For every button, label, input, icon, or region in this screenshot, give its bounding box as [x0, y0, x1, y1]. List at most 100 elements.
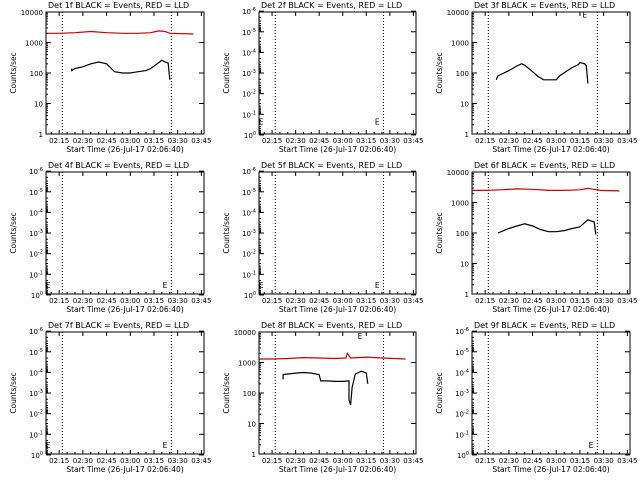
y-tick-label: 10-5	[455, 348, 469, 357]
y-axis-label: Counts/sec	[222, 372, 231, 413]
x-axis-label: Start Time (26-Jul-17 02:06:40)	[66, 305, 183, 314]
x-tick-label: 03:00	[546, 297, 566, 305]
y-tick-label: 10-3	[242, 229, 256, 238]
x-tick-label: 03:45	[617, 137, 637, 145]
y-tick-label: 100	[31, 451, 43, 460]
series-lld-line	[472, 187, 620, 192]
x-tick-label: 02:45	[96, 297, 116, 305]
y-tick-label: 10-6	[455, 327, 469, 336]
panel-title: Det 9f BLACK = Events, RED = LLD	[474, 321, 615, 330]
y-tick-label: 1000	[25, 40, 43, 48]
x-tick-label: 02:45	[522, 457, 542, 465]
y-tick-label: 10	[460, 261, 469, 269]
x-tick-label: 03:15	[144, 137, 164, 145]
panel-title: Det 4f BLACK = Events, RED = LLD	[48, 161, 189, 170]
x-tick-label: 03:30	[594, 297, 614, 305]
e-marker: E	[375, 118, 380, 127]
x-tick-label: 02:15	[262, 137, 282, 145]
y-tick-label: 10000	[21, 9, 43, 17]
y-tick-label: 10-1	[29, 430, 43, 439]
x-tick-label: 03:45	[403, 137, 423, 145]
e-marker: E	[163, 281, 168, 290]
x-tick-label: 02:30	[73, 137, 93, 145]
x-tick-label: 03:00	[546, 137, 566, 145]
x-tick-label: 03:15	[144, 297, 164, 305]
e-marker: E	[259, 118, 264, 127]
y-tick-label: 10-6	[29, 327, 43, 336]
x-tick-label: 02:45	[96, 457, 116, 465]
y-axis-label: Counts/sec	[222, 212, 231, 253]
y-tick-label: 10-4	[29, 208, 43, 217]
panel-title: Det 2f BLACK = Events, RED = LLD	[261, 1, 402, 10]
x-tick-label: 03:30	[168, 137, 188, 145]
panel-title: Det 8f BLACK = Events, RED = LLD	[261, 321, 402, 330]
y-axis-label: Counts/sec	[9, 212, 18, 253]
x-tick-label: 03:15	[570, 457, 590, 465]
x-tick-label: 03:00	[333, 297, 353, 305]
panel-title: Det 3f BLACK = Events, RED = LLD	[474, 1, 615, 10]
x-tick-label: 03:45	[191, 297, 211, 305]
x-tick-label: 02:45	[309, 297, 329, 305]
x-axis-label: Start Time (26-Jul-17 02:06:40)	[279, 465, 396, 474]
y-tick-label: 10-2	[242, 90, 256, 99]
y-tick-label: 10-4	[242, 208, 256, 217]
x-tick-label: 03:15	[570, 137, 590, 145]
e-marker: E	[259, 281, 264, 290]
x-tick-label: 02:30	[286, 457, 306, 465]
y-tick-label: 10-3	[29, 389, 43, 398]
x-tick-label: 02:30	[499, 457, 519, 465]
x-tick-label: 03:00	[120, 457, 140, 465]
e-marker: E	[46, 281, 51, 290]
x-tick-label: 02:15	[262, 457, 282, 465]
x-axis-label: Start Time (26-Jul-17 02:06:40)	[66, 145, 183, 154]
x-tick-label: 03:30	[594, 137, 614, 145]
x-tick-label: 03:15	[356, 137, 376, 145]
x-axis-label: Start Time (26-Jul-17 02:06:40)	[279, 305, 396, 314]
plot-frame	[45, 171, 205, 295]
y-axis-label: Counts/sec	[435, 52, 444, 93]
y-tick-label: 10-2	[455, 410, 469, 419]
panel-1: Det 1f BLACK = Events, RED = LLD 02:15 02:…	[9, 1, 211, 154]
x-tick-label: 02:15	[49, 457, 69, 465]
y-tick-label: 10-3	[29, 229, 43, 238]
e-marker: E	[358, 332, 363, 341]
panel-title: Det 7f BLACK = Events, RED = LLD	[48, 321, 189, 330]
y-tick-label: 10-2	[29, 410, 43, 419]
plot-frame	[471, 11, 631, 135]
y-tick-label: 10-5	[29, 188, 43, 197]
y-tick-label: 100	[456, 70, 469, 78]
x-tick-label: 03:00	[120, 297, 140, 305]
plot-frame	[258, 11, 417, 135]
panel-5: Det 5f BLACK = Events, RED = LLD 02:15 02:…	[222, 161, 423, 314]
y-tick-label: 100	[244, 291, 256, 300]
plot-frame	[45, 331, 205, 455]
x-tick-label: 02:45	[96, 137, 116, 145]
y-tick-label: 10000	[447, 169, 469, 177]
x-axis-label: Start Time (26-Jul-17 02:06:40)	[66, 465, 183, 474]
y-tick-label: 100	[31, 291, 43, 300]
y-tick-label: 1	[465, 131, 469, 139]
x-tick-label: 03:00	[333, 137, 353, 145]
x-tick-label: 03:30	[380, 137, 400, 145]
x-tick-label: 02:15	[49, 297, 69, 305]
y-tick-label: 10-5	[242, 28, 256, 37]
x-tick-label: 03:45	[191, 137, 211, 145]
y-tick-label: 100	[30, 70, 43, 78]
y-tick-label: 10-1	[242, 270, 256, 279]
series-events-line	[497, 219, 597, 235]
x-tick-label: 02:15	[475, 457, 495, 465]
x-tick-label: 02:45	[522, 297, 542, 305]
y-tick-label: 100	[243, 390, 256, 398]
x-axis-label: Start Time (26-Jul-17 02:06:40)	[279, 145, 396, 154]
x-tick-label: 03:15	[570, 297, 590, 305]
panel-8: Det 8f BLACK = Events, RED = LLD 02:15 02:…	[222, 321, 423, 474]
x-tick-label: 03:30	[594, 457, 614, 465]
y-tick-label: 1	[252, 451, 256, 459]
x-tick-label: 03:00	[333, 457, 353, 465]
x-tick-label: 02:45	[309, 457, 329, 465]
x-tick-label: 02:30	[73, 297, 93, 305]
panel-4: Det 4f BLACK = Events, RED = LLD 02:15 02:…	[9, 161, 211, 314]
y-tick-label: 10-5	[29, 348, 43, 357]
x-tick-label: 03:15	[144, 457, 164, 465]
x-axis-label: Start Time (26-Jul-17 02:06:40)	[492, 145, 609, 154]
